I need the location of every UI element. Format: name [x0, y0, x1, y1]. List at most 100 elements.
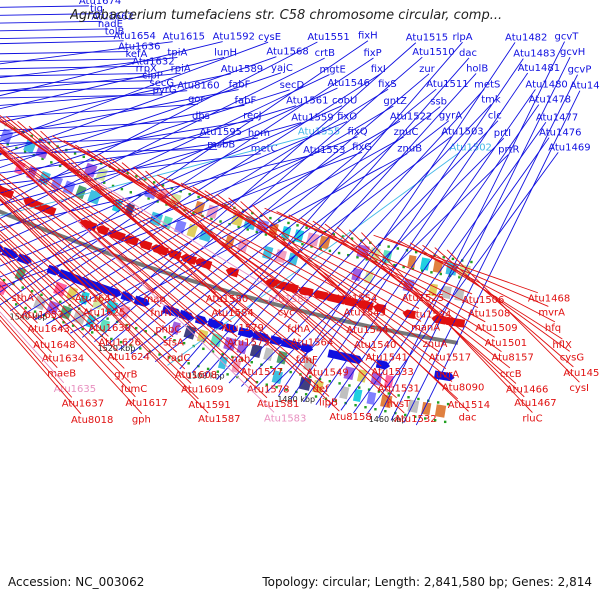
tick-dot — [397, 247, 399, 249]
tick-dot — [430, 271, 432, 273]
reverse-gene-label: Atu1540 — [354, 340, 396, 351]
forward-gene-label: gcvT — [555, 32, 580, 43]
reverse-gene-label: Atu1533 — [371, 367, 413, 378]
reverse-gene-label: Atu1617 — [125, 398, 167, 409]
forward-gene-label: Atu1469 — [548, 142, 590, 153]
reverse-gene-label: rluC — [522, 414, 542, 425]
tick-dot — [305, 226, 307, 228]
tick-dot — [121, 188, 123, 190]
reverse-gene-label: Atu1468 — [528, 294, 570, 305]
forward-gene-label: gntZ — [383, 96, 407, 107]
forward-gene-label: Atu1502 — [450, 142, 492, 153]
tick-dot — [24, 307, 26, 309]
annotation-block — [96, 167, 108, 181]
reverse-gene-label: Atu1517 — [429, 353, 471, 364]
forward-gene-label: Atu1510 — [412, 47, 454, 58]
tick-dot — [301, 243, 303, 245]
tick-dot — [384, 410, 386, 412]
reverse-gene-label: Atu1637 — [62, 398, 104, 409]
tick-dot — [329, 380, 331, 382]
forward-gene-label: cysE — [258, 32, 281, 43]
tick-dot — [226, 373, 228, 375]
tick-dot — [197, 196, 199, 198]
forward-gene-label: Atu1515 — [406, 33, 448, 44]
reverse-gene-label: Atu1591 — [188, 400, 230, 411]
forward-gene-label: Atu1522 — [390, 111, 432, 122]
tick-dot — [387, 245, 389, 247]
forward-gene-label: fixH — [358, 31, 378, 42]
reverse-gene-label: Atu1532 — [394, 414, 436, 425]
forward-gene-label: secD — [280, 80, 305, 91]
forward-gene-label: znuC — [394, 127, 419, 138]
reverse-gene-label: Atu1509 — [475, 323, 517, 334]
reverse-gene-label: Atu1653 — [21, 310, 63, 321]
forward-gene-label: Atu1546 — [327, 78, 369, 89]
reverse-gene-label: Atu8018 — [71, 415, 113, 426]
forward-gene-label: fixP — [363, 48, 381, 59]
reverse-gene-label: Atu1608 — [175, 370, 217, 381]
forward-gene-label: pyrG — [153, 85, 177, 96]
reverse-gene-label: Atu1508 — [468, 309, 510, 320]
forward-gene-label: zur — [419, 64, 436, 75]
reverse-gene-label: Atu1541 — [365, 352, 407, 363]
reverse-gene-label: Atu1577 — [241, 367, 283, 378]
tick-dot — [364, 406, 366, 408]
forward-gene-label: Atu1482 — [505, 32, 547, 43]
forward-gene-label: Atu1461 — [570, 81, 600, 92]
reverse-gene-label: Atu1587 — [198, 414, 240, 425]
forward-gene-label: Atu1568 — [266, 47, 308, 58]
tick-dot — [296, 224, 298, 226]
annotation-block — [339, 386, 349, 399]
reverse-gene-label: gph — [132, 415, 151, 426]
reverse-gene-label: Atu1466 — [506, 384, 548, 395]
reverse-gene-label: cysI — [569, 383, 589, 394]
reverse-gene-label: cyc — [278, 308, 295, 319]
reverse-gene-label: fdhF — [296, 355, 318, 366]
annotation-block — [184, 325, 197, 339]
tick-dot — [417, 398, 419, 400]
forward-gene-label: crtB — [315, 48, 336, 59]
forward-gene-label: gcvP — [568, 65, 592, 76]
tick-dot — [338, 382, 340, 384]
tick-dot — [374, 408, 376, 410]
reverse-gene-label: Atu1501 — [485, 338, 527, 349]
tick-dot — [338, 252, 340, 254]
forward-gene-label: Atu1480 — [525, 79, 567, 90]
tick-dot — [130, 191, 132, 193]
tick-dot — [219, 220, 221, 222]
forward-gene-label: ssb — [430, 97, 447, 108]
forward-gene-label: Atu1481 — [518, 63, 560, 74]
forward-gene-leader — [70, 154, 407, 334]
reverse-gene-label: phbC — [155, 324, 181, 335]
forward-gene-label: Atu1559 — [291, 113, 333, 124]
forward-gene-label: Atu1592 — [213, 32, 255, 43]
forward-gene-label: gcvH — [560, 47, 585, 58]
reverse-gene-label: Atu1455 — [563, 368, 600, 379]
reverse-gene-label: Atu1609 — [181, 384, 223, 395]
reverse-gene-label: Atu1524 — [409, 310, 451, 321]
forward-gene-label: fixS — [378, 79, 397, 90]
forward-gene-label: Atu1476 — [539, 128, 581, 139]
tick-dot — [22, 286, 24, 288]
annotation-block — [0, 129, 13, 144]
tick-dot — [348, 384, 350, 386]
reverse-gene-label: Atu1514 — [448, 400, 490, 411]
reverse-gene-label: Atu1648 — [33, 340, 75, 351]
reverse-gene-label: Atu1580 — [206, 294, 248, 305]
tick-dot — [397, 394, 399, 396]
forward-gene-label: Atu1551 — [307, 32, 349, 43]
reverse-gene-label: sthA — [11, 293, 33, 304]
tick-dot — [437, 401, 439, 403]
tick-dot — [440, 273, 442, 275]
forward-gene-label: rlpA — [453, 32, 473, 43]
tick-dot — [470, 261, 472, 263]
reverse-gene-label: hfq — [545, 323, 561, 334]
reverse-gene-label: Atu1634 — [42, 354, 84, 365]
forward-gene-label: clc — [488, 111, 502, 122]
reverse-gene-leader — [0, 0, 99, 322]
forward-gene-label: fixI — [371, 64, 386, 75]
tick-dot — [315, 395, 317, 397]
reverse-gene-label: Atu1578 — [247, 384, 289, 395]
